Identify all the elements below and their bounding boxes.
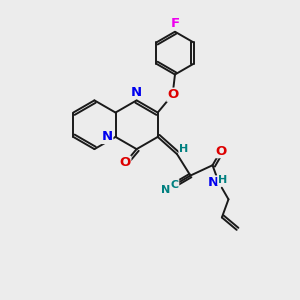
Text: H: H [218, 175, 227, 185]
Text: O: O [167, 88, 178, 101]
Text: N: N [161, 185, 170, 195]
Text: N: N [207, 176, 218, 189]
Text: F: F [170, 17, 179, 30]
Text: O: O [215, 145, 226, 158]
Text: N: N [102, 130, 113, 143]
Text: O: O [119, 156, 131, 169]
Text: C: C [171, 180, 179, 190]
Text: N: N [131, 85, 142, 98]
Text: H: H [179, 144, 188, 154]
